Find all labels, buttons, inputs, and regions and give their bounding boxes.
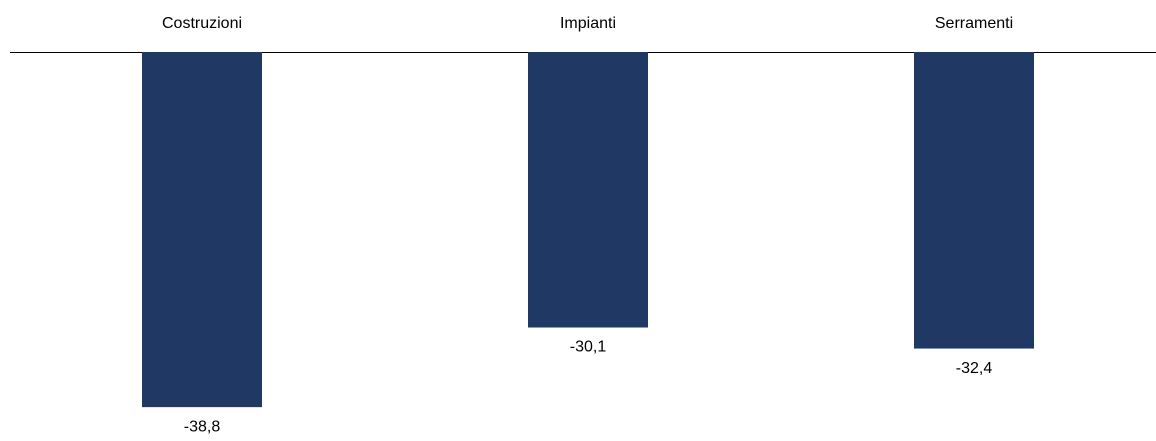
bar: [528, 52, 648, 328]
data-label: -32,4: [956, 360, 993, 377]
bar: [914, 52, 1034, 349]
category-label: Costruzioni: [162, 15, 242, 32]
category-label: Serramenti: [935, 15, 1013, 32]
data-label: -38,8: [184, 418, 221, 435]
bar: [142, 52, 262, 408]
category-label: Impianti: [560, 15, 616, 32]
data-label: -30,1: [570, 339, 607, 356]
